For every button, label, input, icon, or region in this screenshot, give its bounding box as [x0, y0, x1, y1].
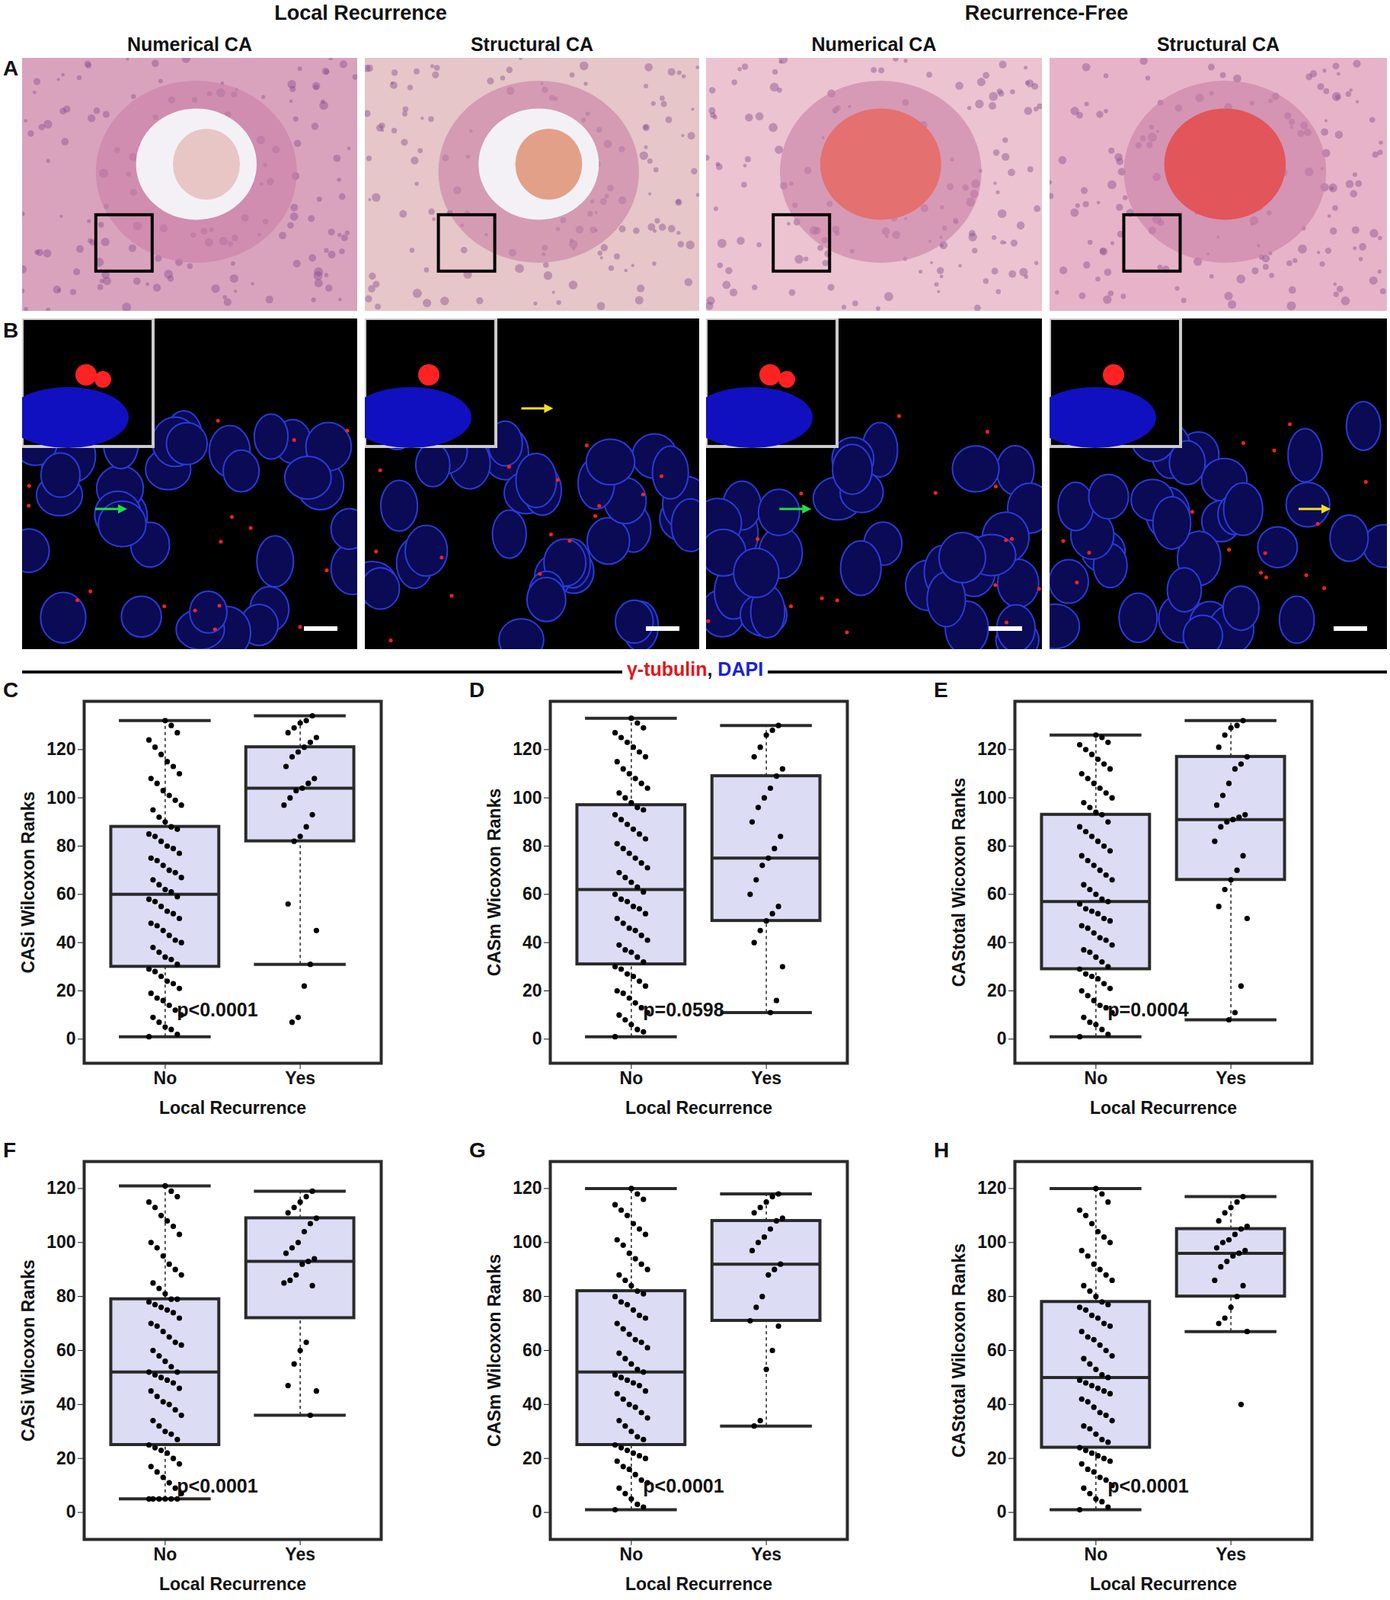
- svg-text:No: No: [619, 1543, 644, 1564]
- svg-text:p<0.0001: p<0.0001: [642, 1474, 724, 1496]
- svg-text:60: 60: [987, 1339, 1007, 1360]
- svg-text:0: 0: [996, 1501, 1007, 1522]
- html-text:Numerical CA: Numerical CA: [127, 33, 253, 55]
- html-text:Structural CA: Structural CA: [1156, 33, 1280, 55]
- svg-text:20: 20: [56, 1447, 77, 1468]
- html-text:Structural CA: Structural CA: [470, 33, 594, 55]
- svg-text:80: 80: [522, 1285, 543, 1306]
- svg-text:120: 120: [46, 738, 76, 759]
- html-text:A: A: [3, 56, 19, 80]
- svg-text:p<0.0001: p<0.0001: [176, 998, 258, 1020]
- svg-text:Yes: Yes: [1215, 1067, 1247, 1088]
- svg-text:120: 120: [977, 1177, 1007, 1198]
- svg-text:No: No: [153, 1543, 178, 1564]
- svg-text:60: 60: [56, 1339, 77, 1360]
- svg-text:20: 20: [56, 980, 77, 1001]
- svg-text:CASi Wilcoxon Ranks: CASi Wilcoxon Ranks: [18, 791, 39, 974]
- html-text:Numerical CA: Numerical CA: [811, 33, 937, 55]
- svg-text:p=0.0004: p=0.0004: [1107, 998, 1189, 1020]
- svg-text:Yes: Yes: [284, 1543, 316, 1564]
- svg-text:60: 60: [56, 883, 77, 904]
- svg-text:80: 80: [56, 1285, 77, 1306]
- svg-text:60: 60: [522, 883, 543, 904]
- svg-text:80: 80: [522, 835, 543, 856]
- svg-text:100: 100: [46, 787, 76, 808]
- svg-text:Yes: Yes: [1215, 1543, 1247, 1564]
- svg-text:20: 20: [987, 980, 1007, 1001]
- svg-text:40: 40: [987, 932, 1007, 953]
- svg-text:120: 120: [977, 738, 1007, 759]
- svg-text:20: 20: [522, 980, 543, 1001]
- svg-text:Local Recurrence: Local Recurrence: [1089, 1097, 1237, 1118]
- svg-text:p<0.0001: p<0.0001: [176, 1474, 258, 1496]
- html-text:γ-tubulin, DAPI: γ-tubulin, DAPI: [626, 658, 764, 680]
- svg-text:100: 100: [512, 787, 542, 808]
- svg-text:Yes: Yes: [750, 1543, 782, 1564]
- svg-text:120: 120: [512, 738, 542, 759]
- svg-text:Yes: Yes: [284, 1067, 316, 1088]
- svg-text:CASm Wilcoxon Ranks: CASm Wilcoxon Ranks: [484, 1253, 505, 1447]
- html-text:C: C: [3, 677, 19, 702]
- svg-text:No: No: [1084, 1067, 1109, 1088]
- svg-text:No: No: [619, 1067, 644, 1088]
- svg-text:CAStotal Wicoxon Ranks: CAStotal Wicoxon Ranks: [949, 777, 969, 988]
- svg-text:Yes: Yes: [750, 1067, 782, 1088]
- svg-text:120: 120: [46, 1177, 76, 1198]
- svg-text:p=0.0598: p=0.0598: [642, 998, 724, 1020]
- svg-text:0: 0: [532, 1028, 543, 1049]
- html-text:Local Recurrence: Local Recurrence: [274, 1, 447, 25]
- svg-text:80: 80: [56, 835, 77, 856]
- svg-text:0: 0: [66, 1501, 77, 1522]
- svg-text:100: 100: [512, 1231, 542, 1252]
- html-text:D: D: [469, 677, 485, 702]
- svg-text:40: 40: [522, 1393, 543, 1414]
- svg-text:40: 40: [987, 1393, 1007, 1414]
- svg-text:100: 100: [46, 1231, 76, 1252]
- svg-text:p<0.0001: p<0.0001: [1107, 1474, 1189, 1496]
- svg-text:No: No: [153, 1067, 178, 1088]
- svg-text:80: 80: [987, 1285, 1007, 1306]
- html-text:H: H: [933, 1137, 950, 1162]
- svg-text:40: 40: [56, 1393, 77, 1414]
- svg-text:Local Recurrence: Local Recurrence: [625, 1097, 773, 1118]
- svg-text:20: 20: [522, 1447, 543, 1468]
- svg-text:120: 120: [512, 1177, 542, 1198]
- html-text:G: G: [469, 1137, 486, 1162]
- svg-text:CASm Wicoxon Ranks: CASm Wicoxon Ranks: [484, 788, 505, 976]
- svg-text:Local Recurrence: Local Recurrence: [159, 1097, 307, 1118]
- html-text:Recurrence-Free: Recurrence-Free: [964, 1, 1129, 25]
- svg-text:No: No: [1084, 1543, 1109, 1564]
- svg-text:0: 0: [996, 1028, 1007, 1049]
- svg-text:CASi Wilcoxon Ranks: CASi Wilcoxon Ranks: [18, 1258, 39, 1442]
- svg-text:40: 40: [522, 932, 543, 953]
- svg-text:60: 60: [987, 883, 1007, 904]
- html-text:E: E: [933, 677, 949, 702]
- html-text:F: F: [3, 1137, 17, 1162]
- svg-text:Local Recurrence: Local Recurrence: [625, 1573, 773, 1594]
- svg-text:Local Recurrence: Local Recurrence: [1089, 1573, 1237, 1594]
- html-text:B: B: [3, 318, 19, 342]
- svg-text:60: 60: [522, 1339, 543, 1360]
- svg-text:100: 100: [977, 1231, 1007, 1252]
- svg-text:CAStotal Wilcoxon Ranks: CAStotal Wilcoxon Ranks: [949, 1243, 969, 1458]
- svg-text:40: 40: [56, 932, 77, 953]
- svg-text:0: 0: [532, 1501, 543, 1522]
- svg-text:80: 80: [987, 835, 1007, 856]
- svg-text:100: 100: [977, 787, 1007, 808]
- svg-text:20: 20: [987, 1447, 1007, 1468]
- svg-text:Local Recurrence: Local Recurrence: [159, 1573, 307, 1594]
- svg-text:0: 0: [66, 1028, 77, 1049]
